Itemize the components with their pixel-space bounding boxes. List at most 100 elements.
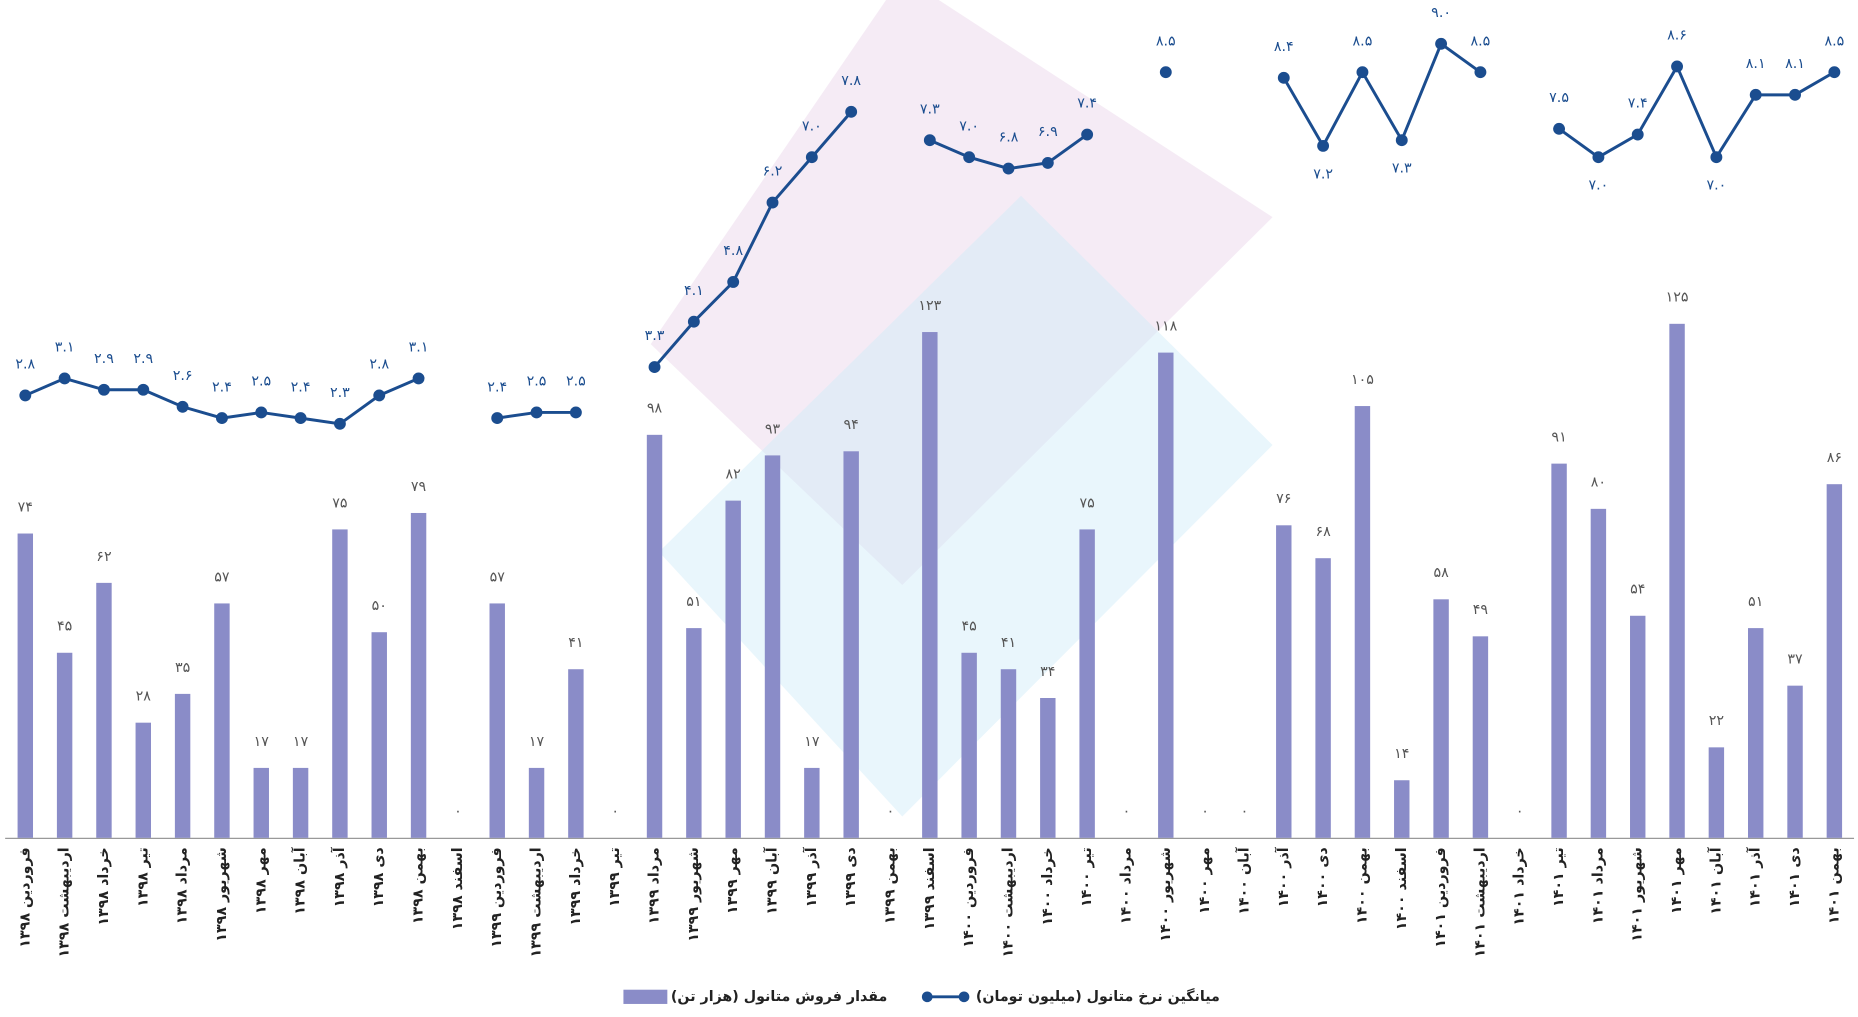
bar-value-label: ۵۰ xyxy=(372,598,387,614)
line-point xyxy=(766,196,779,209)
line-value-label: ۷.۵ xyxy=(1549,90,1569,106)
bar-value-label: ۰ xyxy=(1201,804,1209,820)
bar-value-label: ۸۰ xyxy=(1591,475,1606,491)
x-tick-label: تیر ۱۴۰۰ xyxy=(1079,847,1095,907)
line-point xyxy=(294,412,307,425)
line-value-label: ۷.۰ xyxy=(959,118,979,134)
x-tick-label: دی ۱۴۰۰ xyxy=(1315,847,1331,907)
bar-value-label: ۱۷ xyxy=(804,734,820,750)
line-value-label: ۷.۰ xyxy=(1706,178,1726,194)
bar-value-label: ۱۷ xyxy=(529,734,545,750)
bar-value-label: ۴۵ xyxy=(962,619,977,635)
bar xyxy=(1590,508,1607,838)
line-value-label: ۲.۵ xyxy=(527,374,547,390)
bar xyxy=(1433,599,1449,838)
line-value-label: ۶.۹ xyxy=(1038,124,1058,140)
bar-value-label: ۸۲ xyxy=(726,467,741,483)
line-point xyxy=(1356,66,1369,79)
bar xyxy=(1826,484,1843,838)
bar xyxy=(804,767,820,838)
x-tick-label: فروردین ۱۴۰۱ xyxy=(1433,847,1449,947)
legend-swatch xyxy=(921,991,933,1003)
bar-value-label: ۶۲ xyxy=(96,549,111,565)
x-tick-label: خرداد ۱۴۰۰ xyxy=(1040,847,1056,925)
line-value-label: ۶.۲ xyxy=(763,164,783,180)
line-value-label: ۷.۸ xyxy=(841,73,861,89)
x-tick-label: آذر ۱۴۰۱ xyxy=(1746,846,1764,907)
bar-value-label: ۵۱ xyxy=(1748,594,1763,610)
bar-value-label: ۲۸ xyxy=(136,689,152,705)
x-tick-label: مرداد ۱۴۰۱ xyxy=(1590,847,1606,924)
bar-value-label: ۵۷ xyxy=(214,569,230,585)
line-point xyxy=(805,151,818,164)
x-tick-label: مهر ۱۳۹۸ xyxy=(253,847,269,914)
bar xyxy=(371,632,387,838)
x-tick-label: تیر ۱۳۹۹ xyxy=(607,847,623,907)
line-point xyxy=(1474,66,1487,79)
line-value-label: ۲.۹ xyxy=(94,351,114,367)
line-point xyxy=(1631,128,1644,141)
line-value-label: ۳.۱ xyxy=(409,340,429,356)
x-tick-label: دی ۱۳۹۸ xyxy=(371,847,387,907)
line-point xyxy=(412,372,425,385)
x-tick-label: دی ۱۳۹۹ xyxy=(843,847,859,907)
line-point xyxy=(963,151,976,164)
line-point xyxy=(1710,151,1723,164)
x-tick-label: مهر ۱۴۰۰ xyxy=(1197,847,1213,914)
bar-value-label: ۷۹ xyxy=(411,479,427,495)
bar xyxy=(528,767,545,838)
line-value-label: ۸.۵ xyxy=(1471,33,1491,49)
line-point xyxy=(1002,162,1015,175)
x-tick-label: اردیبهشت ۱۴۰۰ xyxy=(1000,847,1016,957)
line-point xyxy=(923,134,936,147)
x-tick-label: مهر ۱۴۰۱ xyxy=(1669,847,1685,914)
x-tick-label: اردیبهشت ۱۳۹۹ xyxy=(529,847,545,957)
line-point xyxy=(1592,151,1605,164)
line-point xyxy=(1828,66,1841,79)
bar-value-label: ۴۵ xyxy=(57,619,72,635)
bar-value-label: ۵۴ xyxy=(1630,582,1645,598)
x-tick-label: دی ۱۴۰۱ xyxy=(1787,847,1803,907)
bar-value-label: ۲۲ xyxy=(1709,713,1724,729)
bar xyxy=(1315,558,1331,838)
legend-label: میانگین نرخ متانول (میلیون تومان) xyxy=(976,988,1220,1005)
bar xyxy=(961,652,977,838)
bar xyxy=(922,332,938,838)
line-value-label: ۹.۰ xyxy=(1431,5,1451,21)
bar xyxy=(214,603,230,838)
line-value-label: ۷.۰ xyxy=(1588,178,1608,194)
bar xyxy=(686,628,702,838)
x-tick-label: فروردین ۱۴۰۰ xyxy=(961,847,977,947)
bar-value-label: ۳۷ xyxy=(1787,652,1803,668)
bar xyxy=(568,669,584,838)
x-tick-label: شهریور ۱۳۹۸ xyxy=(214,847,230,941)
x-tick-label: اردیبهشت ۱۴۰۱ xyxy=(1472,847,1488,957)
bar-value-label: ۹۱ xyxy=(1551,430,1566,446)
line-point xyxy=(98,383,110,396)
bar-value-label: ۵۷ xyxy=(490,569,506,585)
bar-value-label: ۵۱ xyxy=(686,594,701,610)
bar-value-label: ۱۲۵ xyxy=(1666,290,1689,306)
x-tick-label: آبان ۱۳۹۸ xyxy=(291,846,309,915)
line-point xyxy=(1317,139,1330,152)
bar xyxy=(1079,529,1095,838)
line-point xyxy=(176,400,189,413)
bar-value-label: ۱۷ xyxy=(254,734,270,750)
bar-value-label: ۹۳ xyxy=(765,421,781,437)
bar xyxy=(764,455,781,838)
bar-value-label: ۰ xyxy=(1516,804,1524,820)
background-shape xyxy=(659,195,1273,817)
line-value-label: ۸.۱ xyxy=(1746,56,1766,72)
line-value-label: ۸.۵ xyxy=(1353,33,1373,49)
line-value-label: ۸.۴ xyxy=(1274,39,1294,55)
line-point xyxy=(1277,71,1290,84)
line-value-label: ۲.۸ xyxy=(15,357,35,373)
x-tick-label: آبان ۱۳۹۹ xyxy=(763,846,781,915)
bar-value-label: ۷۵ xyxy=(1079,495,1094,511)
legend-swatch xyxy=(958,991,970,1003)
x-tick-label: شهریور ۱۴۰۱ xyxy=(1630,847,1646,941)
line-value-label: ۲.۴ xyxy=(291,379,311,395)
line-value-label: ۷.۴ xyxy=(1077,96,1097,112)
line-point xyxy=(215,412,228,425)
x-tick-label: مرداد ۱۳۹۹ xyxy=(647,847,663,924)
